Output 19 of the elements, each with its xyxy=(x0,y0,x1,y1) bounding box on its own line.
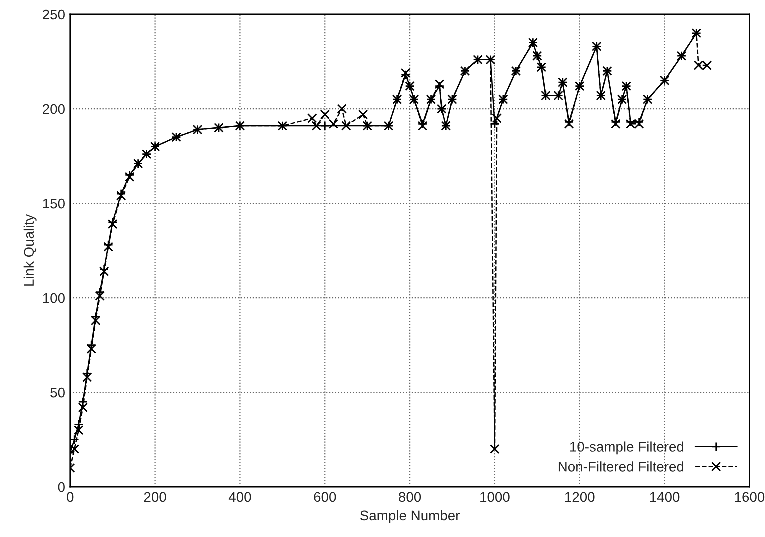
x-tick-label: 0 xyxy=(67,492,74,502)
x-tick-label: 1600 xyxy=(735,492,765,502)
x-tick-label: 1200 xyxy=(565,492,595,502)
legend-label: 10-sample Filtered xyxy=(570,442,684,455)
x-tick-label: 1000 xyxy=(480,492,510,502)
x-tick-label: 200 xyxy=(144,492,166,502)
y-tick-label: 200 xyxy=(43,104,65,114)
y-tick-label: 100 xyxy=(43,293,65,304)
x-tick-label: 1400 xyxy=(650,492,680,502)
x-tick-label: 400 xyxy=(228,492,252,502)
x-axis-title: Sample Number xyxy=(360,510,460,524)
y-tick-label: 50 xyxy=(50,388,65,398)
x-tick-label: 600 xyxy=(314,492,336,502)
x-tick-label: 800 xyxy=(399,492,422,502)
y-tick-label: 150 xyxy=(43,198,65,209)
y-tick-label: 250 xyxy=(43,10,65,20)
y-tick-label: 0 xyxy=(58,482,65,492)
legend-label: Non-Filtered Filtered xyxy=(558,462,684,472)
y-axis-title: Link Quality xyxy=(24,214,37,286)
